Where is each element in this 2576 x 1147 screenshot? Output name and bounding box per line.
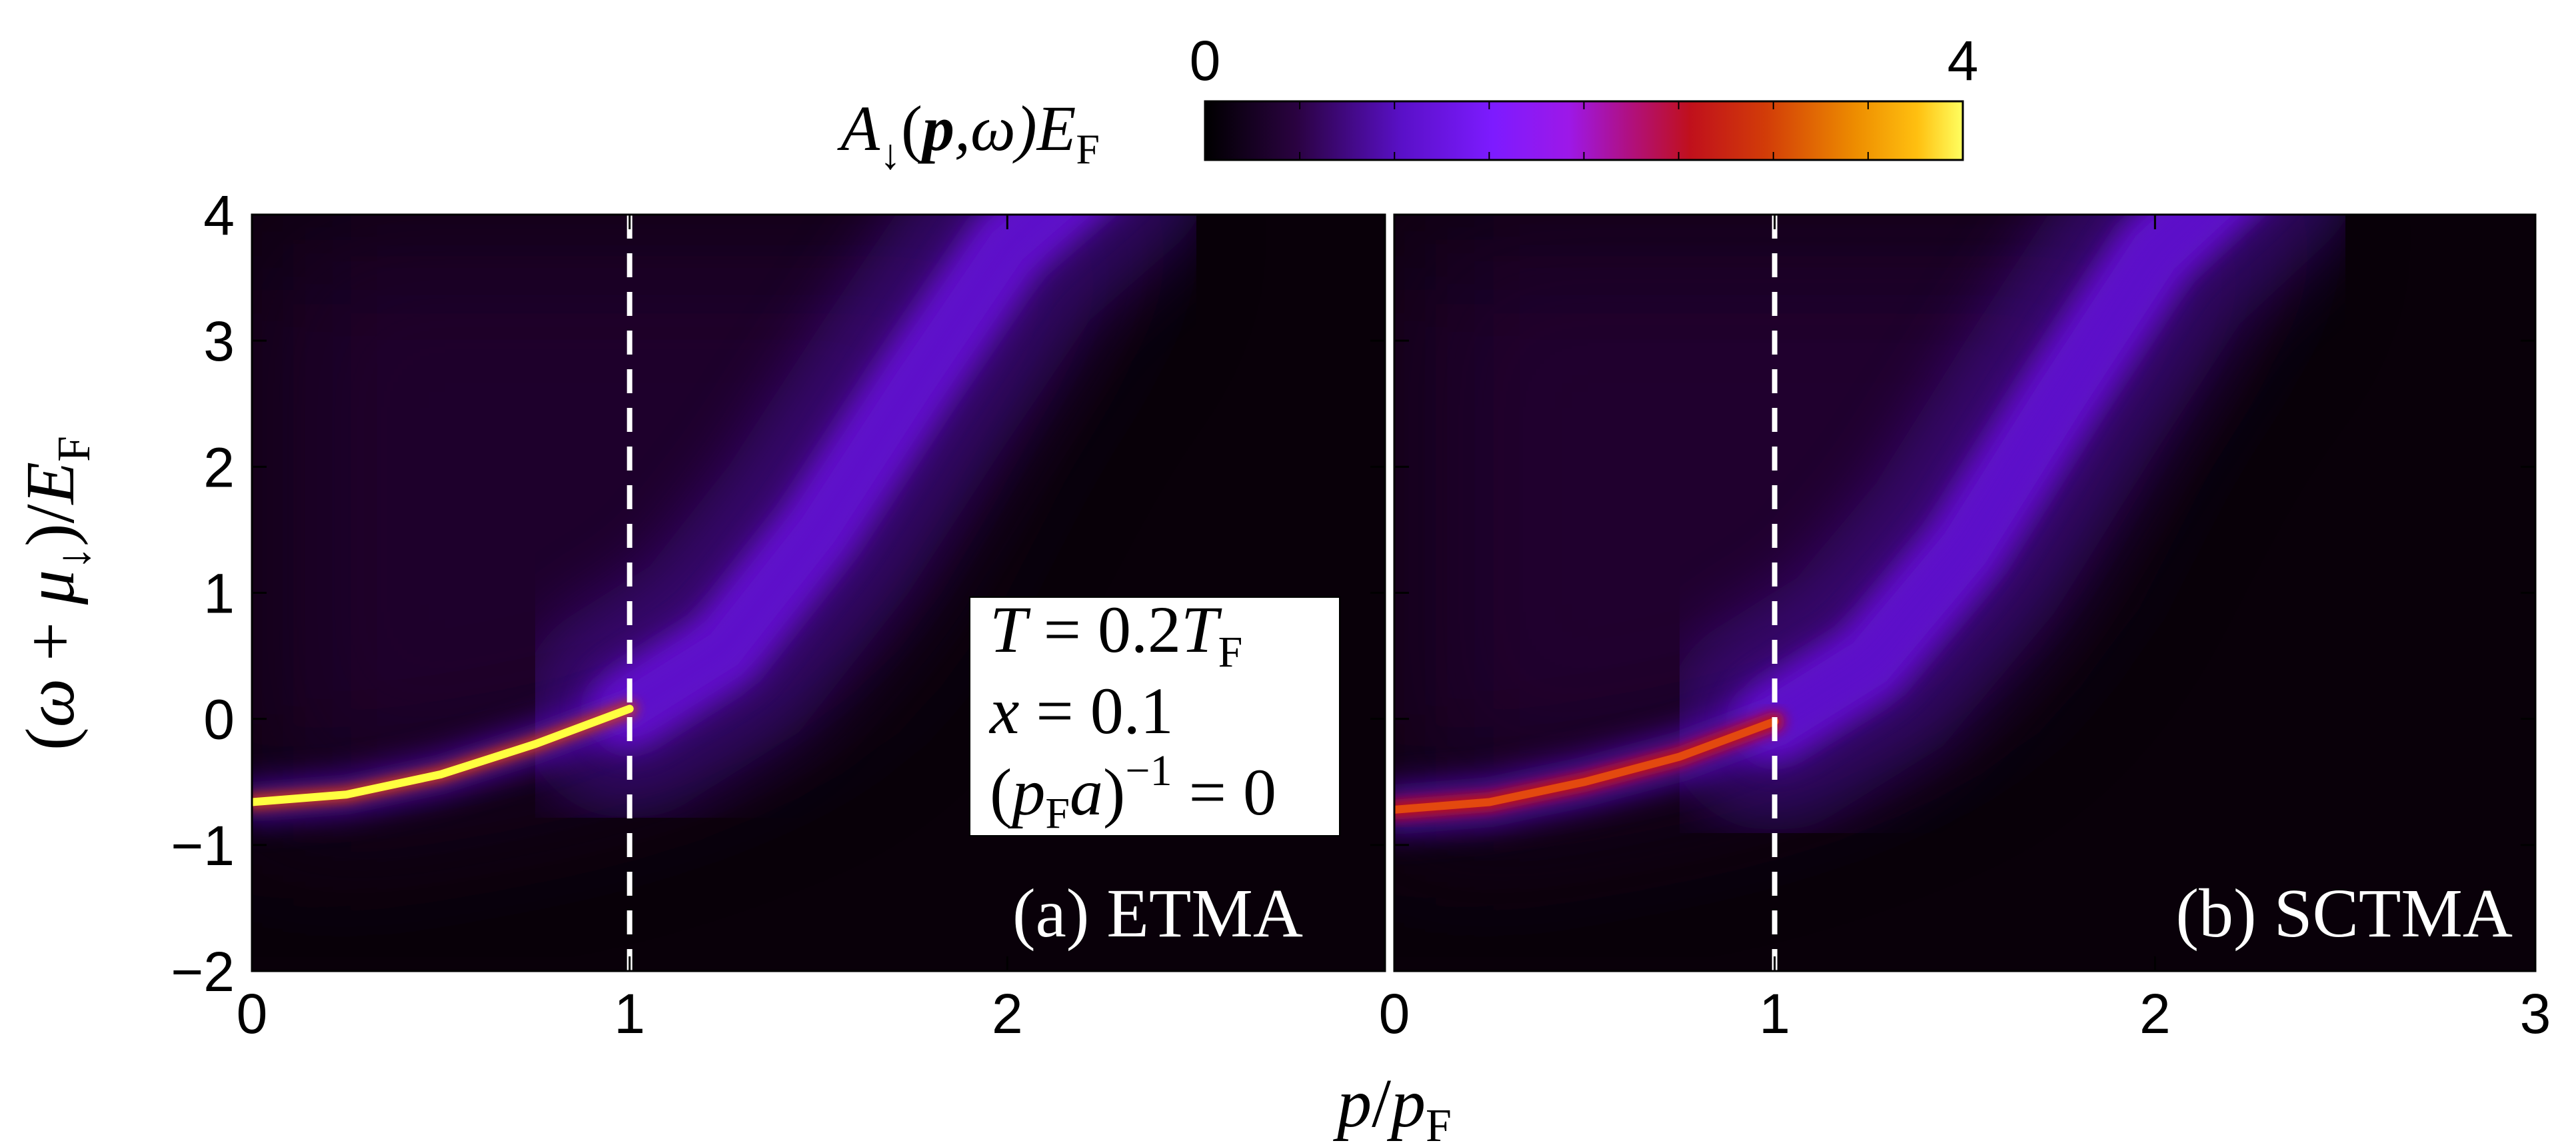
x-axis-b: 0 1 2 3: [1379, 215, 2551, 1045]
x-tick-label: 2: [2139, 982, 2171, 1045]
x-tick-label: 2: [992, 982, 1023, 1045]
legend-interaction: (pFa)−1 = 0: [990, 746, 1276, 838]
panel-a-quasiparticle-peak: [252, 704, 634, 806]
panel-b-label: (b) SCTMA: [2175, 875, 2513, 952]
x-axis-a: 0 1 2: [237, 215, 1023, 1045]
legend-concentration: x = 0.1: [988, 674, 1174, 748]
y-tick-label: 0: [203, 688, 235, 751]
x-tick-label: 0: [237, 982, 268, 1045]
colorbar-gradient: [1204, 100, 1964, 161]
x-tick-label: 0: [1379, 982, 1410, 1045]
legend-box: T = 0.2TF x = 0.1 (pFa)−1 = 0: [969, 592, 1340, 838]
y-tick-label: −1: [171, 814, 235, 877]
legend-temperature: T = 0.2TF: [990, 592, 1242, 676]
y-tick-label: −2: [171, 940, 235, 1003]
colorbar-max-label: 4: [1947, 29, 1979, 92]
y-axis: 4 3 2 1 0 −1 −2: [171, 184, 2535, 1003]
panel-b: (b) SCTMA: [1393, 213, 2537, 972]
colorbar: 0 4 A↓(p,ω)EF: [836, 29, 1978, 178]
panel-a: T = 0.2TF x = 0.1 (pFa)−1 = 0 (a) ETMA: [251, 213, 1386, 972]
x-tick-label: 3: [2520, 982, 2551, 1045]
panel-b-quasiparticle-peak: [1394, 717, 1779, 814]
colorbar-ticks: [1299, 101, 1869, 160]
x-tick-label: 1: [614, 982, 645, 1045]
panel-a-label: (a) ETMA: [1012, 875, 1303, 952]
y-axis-label: (ω + μ↓)/EF: [12, 436, 100, 750]
colorbar-label: A↓(p,ω)EF: [836, 93, 1100, 178]
x-tick-label: 1: [1759, 982, 1790, 1045]
y-tick-label: 4: [203, 184, 235, 247]
y-tick-label: 1: [203, 563, 235, 625]
x-axis-label: p/pF: [1332, 1065, 1452, 1147]
y-tick-label: 3: [203, 310, 235, 373]
y-tick-label: 2: [203, 436, 235, 499]
colorbar-min-label: 0: [1190, 29, 1221, 92]
